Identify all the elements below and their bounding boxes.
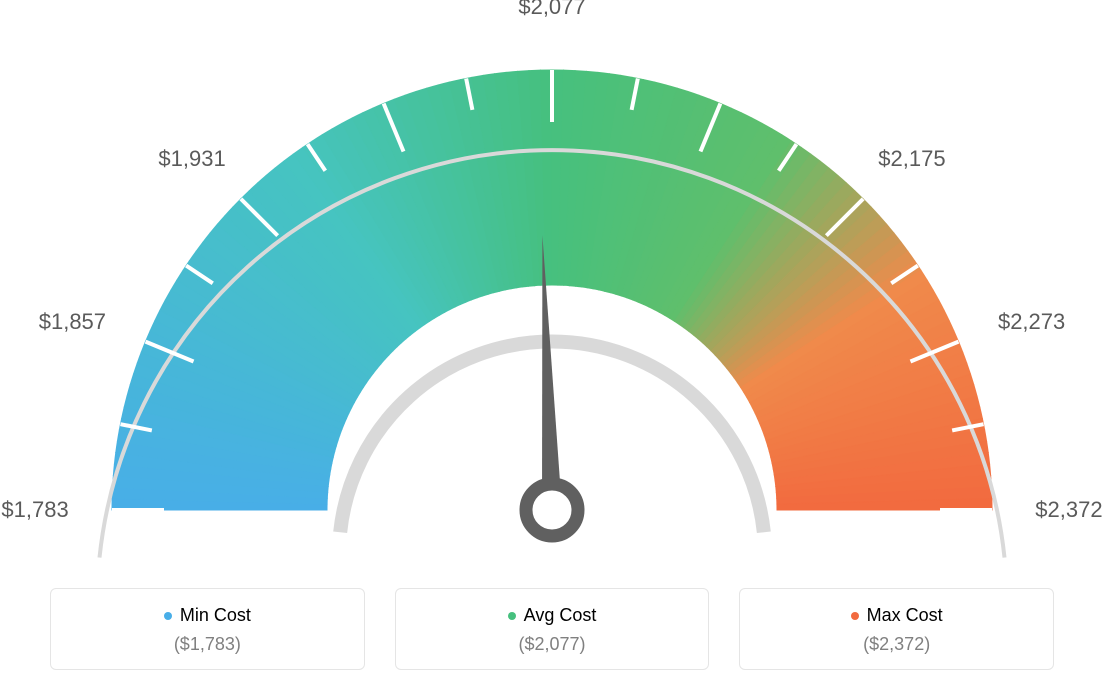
legend-dot-min [164,612,172,620]
gauge-tick-label: $2,273 [998,309,1065,335]
legend-title-max: Max Cost [851,605,943,626]
legend-title-avg: Avg Cost [508,605,597,626]
legend-value-max: ($2,372) [750,634,1043,655]
gauge-tick-label: $2,372 [1035,497,1102,523]
gauge-svg [0,0,1104,560]
legend-card-min: Min Cost ($1,783) [50,588,365,670]
gauge-tick-label: $1,931 [158,145,225,171]
legend-title-avg-text: Avg Cost [524,605,597,626]
legend-title-max-text: Max Cost [867,605,943,626]
legend-value-min: ($1,783) [61,634,354,655]
legend-title-min-text: Min Cost [180,605,251,626]
gauge-tick-label: $1,857 [39,309,106,335]
legend-value-avg: ($2,077) [406,634,699,655]
legend-card-max: Max Cost ($2,372) [739,588,1054,670]
gauge-tick-label: $2,175 [878,145,945,171]
gauge-tick-label: $1,783 [1,497,68,523]
cost-gauge-chart: $1,783 $1,857 $1,931 $2,077 $2,175 $2,273 $2,3… [0,0,1104,690]
legend-card-avg: Avg Cost ($2,077) [395,588,710,670]
legend-dot-avg [508,612,516,620]
legend-row: Min Cost ($1,783) Avg Cost ($2,077) Max … [50,588,1054,670]
legend-dot-max [851,612,859,620]
gauge-tick-label: $2,077 [518,0,585,20]
gauge-area: $1,783 $1,857 $1,931 $2,077 $2,175 $2,273 $2,3… [0,0,1104,560]
legend-title-min: Min Cost [164,605,251,626]
